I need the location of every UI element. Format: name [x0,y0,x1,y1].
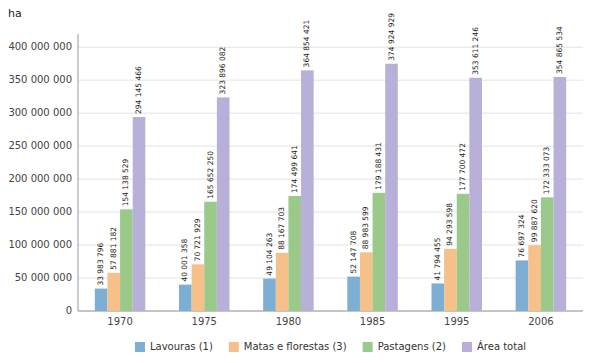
y-tick-label: 50 000 000 [15,272,72,283]
x-tick-label: 1995 [444,316,469,327]
y-tick-label: 200 000 000 [8,173,72,184]
bar [347,277,360,311]
bar [373,193,386,311]
bar [301,70,314,311]
legend-label: Área total [477,340,526,352]
data-label: 52 147 708 [349,230,358,273]
grid-line [78,245,583,246]
data-label: 88 983 599 [361,206,370,249]
y-tick-label: 300 000 000 [8,107,72,118]
bar [385,64,398,311]
y-tick-label: 0 [66,305,72,316]
bar [444,249,457,311]
data-label: 41 794 455 [433,237,442,280]
data-label: 179 188 431 [374,142,383,190]
data-label: 49 104 263 [265,232,274,275]
data-label: 172 333 073 [542,146,551,194]
y-tick-label: 350 000 000 [8,74,72,85]
legend-item: Área total [462,340,526,352]
bar [192,264,205,311]
data-label: 364 854 421 [302,19,311,67]
bar [217,97,230,311]
bar [457,194,470,311]
bar [179,285,192,311]
data-label: 353 611 246 [471,27,480,75]
legend-swatch [363,342,373,352]
bar [276,253,289,311]
legend-swatch [462,342,472,352]
legend-label: Pastagens (2) [378,341,446,352]
y-axis-label: ha [8,7,22,20]
grid-line [78,212,583,213]
y-tick-label: 150 000 000 [8,206,72,217]
data-label: 354 865 534 [555,26,564,74]
data-label: 174 499 641 [290,145,299,193]
legend-label: Matas e florestas (3) [244,341,347,352]
data-label: 33 983 796 [96,242,105,285]
data-label: 76 697 324 [517,214,526,257]
chart: 0 50 000 000 100 000 000 150 000 000 200 000… [0,0,595,363]
data-label: 94 293 598 [445,203,454,246]
bar [107,273,120,311]
bar [133,117,146,311]
x-tick-label: 1975 [192,316,217,327]
bar [516,260,529,311]
data-label: 40 001 358 [180,238,189,281]
bar [288,196,301,311]
bar [528,245,541,311]
legend-item: Pastagens (2) [363,341,446,352]
grid-line [78,311,583,312]
legend-label: Lavouras (1) [150,341,213,352]
data-labels: 33 983 796 40 001 358 49 104 263 52 147 708… [96,13,564,286]
x-tick-label: 2006 [528,316,553,327]
x-tick-label: 1970 [107,316,132,327]
bar [432,283,445,311]
data-label: 374 924 929 [387,13,396,61]
x-axis-line [78,311,583,312]
data-label: 88 167 703 [277,207,286,250]
grid-line [78,146,583,147]
y-tick-label: 250 000 000 [8,140,72,151]
bar [554,77,567,311]
bar [469,78,482,311]
x-tick-label: 1985 [360,316,385,327]
grid [78,47,583,311]
legend: Lavouras (1) Matas e florestas (3) Pastage… [135,340,526,352]
axes: 0 50 000 000 100 000 000 150 000 000 200 000… [8,7,583,327]
legend-swatch [229,342,239,352]
data-label: 154 138 529 [121,158,130,206]
grid-line [78,80,583,81]
data-label: 294 145 466 [134,66,143,114]
data-label: 165 652 250 [206,151,215,199]
bar [541,197,554,311]
data-label: 323 896 082 [218,46,227,94]
legend-item: Lavouras (1) [135,341,213,352]
grid-line [78,179,583,180]
x-tick-label: 1980 [276,316,301,327]
bars [95,64,566,311]
bar [204,202,217,311]
data-label: 177 700 472 [458,143,467,191]
bar [120,209,133,311]
bar [263,279,276,311]
data-label: 99 887 620 [530,199,539,242]
grid-line [78,278,583,279]
data-label: 57 881 182 [109,227,118,270]
grid-line [78,113,583,114]
y-tick-label: 400 000 000 [8,41,72,52]
legend-swatch [135,342,145,352]
grid-line [78,47,583,48]
bar [360,252,373,311]
data-label: 70 721 929 [193,218,202,261]
bar [95,289,108,311]
y-tick-label: 100 000 000 [8,239,72,250]
legend-item: Matas e florestas (3) [229,341,347,352]
y-axis-line [78,34,79,311]
